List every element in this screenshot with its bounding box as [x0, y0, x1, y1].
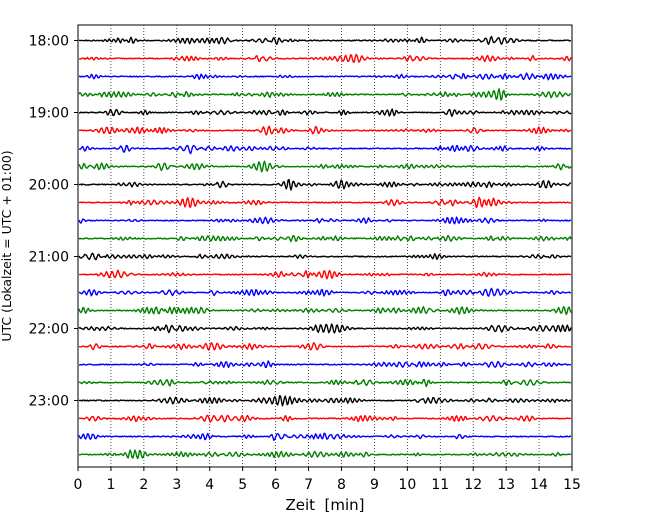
trace-line — [78, 108, 572, 117]
trace-line — [78, 414, 572, 423]
x-tick-label: 12 — [464, 477, 482, 493]
x-tick-label: 2 — [139, 477, 148, 493]
trace-line — [78, 378, 572, 388]
x-axis-ticks: 0 1 2 3 4 5 6 7 8 9 10 11 12 13 14 15 — [74, 467, 581, 493]
x-tick-label: 10 — [398, 477, 416, 493]
plot-frame — [77, 24, 573, 468]
y-tick-label: 23:00 — [29, 394, 69, 410]
traces — [78, 35, 572, 460]
y-tick-label: 22:00 — [29, 322, 69, 338]
x-tick-label: 0 — [74, 477, 83, 493]
x-tick-label: 8 — [337, 477, 346, 493]
trace-line — [78, 53, 572, 63]
trace-line — [78, 144, 572, 155]
trace-line — [78, 449, 572, 460]
trace-line — [78, 395, 572, 407]
trace-line — [78, 125, 572, 136]
trace-line — [78, 178, 572, 191]
y-tick-label: 18:00 — [29, 34, 69, 50]
trace-line — [78, 72, 572, 81]
trace-line — [78, 35, 572, 46]
y-axis-label: UTC (Lokalzeit = UTC + 01:00) — [0, 150, 14, 341]
x-tick-label: 14 — [530, 477, 548, 493]
trace-line — [78, 252, 572, 261]
trace-line — [78, 360, 572, 369]
y-axis-ticks: 18:00 19:00 20:00 21:00 22:00 23:00 — [29, 34, 78, 410]
trace-line — [78, 323, 572, 334]
trace-line — [78, 160, 572, 173]
x-tick-label: 7 — [304, 477, 313, 493]
x-tick-label: 5 — [238, 477, 247, 493]
x-tick-label: 4 — [205, 477, 214, 493]
x-tick-label: 15 — [563, 477, 581, 493]
trace-line — [78, 88, 572, 101]
trace-line — [78, 234, 572, 243]
trace-line — [78, 342, 572, 351]
x-tick-label: 6 — [271, 477, 280, 493]
x-tick-label: 3 — [172, 477, 181, 493]
y-tick-label: 19:00 — [29, 106, 69, 122]
x-tick-label: 11 — [431, 477, 449, 493]
x-tick-label: 1 — [106, 477, 115, 493]
x-tick-label: 9 — [370, 477, 379, 493]
trace-line — [78, 269, 572, 280]
trace-line — [78, 287, 572, 297]
trace-line — [78, 216, 572, 225]
x-axis-label: Zeit [min] — [285, 496, 364, 514]
y-tick-label: 20:00 — [29, 178, 69, 194]
trace-line — [78, 306, 572, 316]
x-tick-label: 13 — [497, 477, 515, 493]
trace-line — [78, 432, 572, 441]
trace-line — [78, 196, 572, 209]
plot-background — [78, 25, 572, 467]
y-tick-label: 21:00 — [29, 250, 69, 266]
